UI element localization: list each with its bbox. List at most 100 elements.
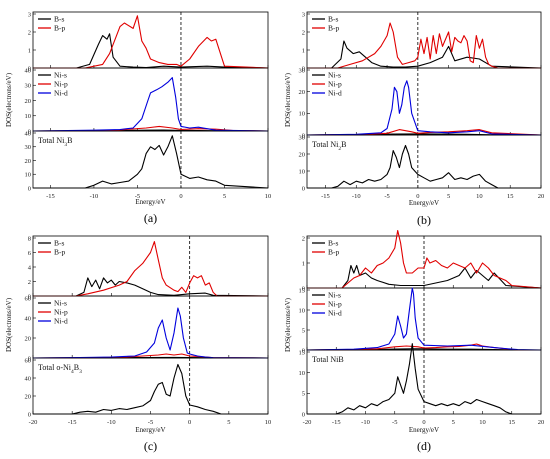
x-tick-label: -20: [29, 419, 38, 426]
y-tick-label: 2: [28, 279, 31, 286]
y-tick-label: 0: [302, 285, 305, 292]
y-tick-label: 10: [299, 111, 306, 118]
x-tick-label: 10: [476, 193, 483, 200]
legend-label: B-s: [328, 15, 339, 24]
x-tick-label: 5: [223, 193, 226, 200]
x-tick-label: 10: [265, 193, 272, 200]
y-tick-label: 0: [28, 185, 31, 192]
legend-label: Ni-s: [54, 299, 67, 308]
legend-label: Ni-p: [54, 80, 68, 89]
x-tick-label: -5: [392, 419, 397, 426]
label-part: 4: [71, 369, 74, 375]
y-tick-label: 10: [299, 307, 306, 314]
series-line-ni-d: [32, 307, 269, 359]
panel-1: 0 10 20 30 40 Ni-sNi-pNi-d: [25, 67, 269, 135]
x-tick-label: -10: [107, 419, 116, 426]
y-axis-label: DOS(electrons/eV): [5, 72, 13, 127]
series-line-total-o-ni4b3: [33, 363, 268, 415]
x-tick-label: -5: [135, 193, 140, 200]
series-line-b-s: [33, 33, 269, 69]
x-tick-label: -10: [90, 193, 99, 200]
series-line-b-p: [33, 241, 268, 297]
legend-label: B-p: [328, 24, 340, 33]
y-tick-label: 2: [302, 235, 305, 242]
total-dos-label: Total Ni2B: [312, 140, 346, 152]
legend-label: Ni-p: [328, 80, 342, 89]
x-tick-label: 10: [479, 419, 486, 426]
panel-caption: (b): [417, 213, 431, 227]
panel-caption: (a): [144, 211, 157, 225]
panel-2: 0 5 10 15 Total NiB: [299, 343, 542, 418]
series-line-ni-p: [306, 129, 542, 136]
y-tick-label: 3: [28, 11, 31, 18]
y-tick-label: 0: [302, 65, 305, 72]
y-tick-label: 30: [25, 83, 32, 90]
panel-frame: [32, 235, 269, 297]
x-tick-label: 5: [447, 193, 450, 200]
panel-1: 0 10 20 30 Ni-sNi-pNi-d: [299, 67, 542, 139]
legend-label: Ni-d: [328, 309, 342, 318]
panel-frame: [32, 67, 269, 132]
legend-label: B-s: [54, 239, 65, 248]
y-tick-label: 3: [302, 11, 305, 18]
x-tick-label: -15: [68, 419, 77, 426]
x-tick-label: 10: [265, 419, 272, 426]
x-tick-label: 15: [509, 419, 516, 426]
y-tick-label: 30: [25, 144, 32, 151]
legend-label: B-s: [54, 15, 65, 24]
y-tick-label: 0: [302, 185, 305, 192]
y-tick-label: 1: [302, 260, 305, 267]
x-tick-label: 0: [179, 193, 182, 200]
label-part: 3: [64, 142, 67, 148]
label-part: 3: [79, 369, 82, 375]
series-line-total-ni2b: [307, 144, 541, 189]
total-dos-label: Total o-Ni4B3: [38, 363, 82, 375]
y-tick-label: 0: [302, 132, 305, 139]
panel-frame: [306, 134, 542, 189]
y-tick-label: 20: [25, 158, 32, 165]
y-tick-label: 0: [28, 411, 31, 418]
x-tick-label: -15: [332, 419, 341, 426]
series-line-b-p: [33, 15, 269, 69]
legend-label: B-p: [328, 248, 340, 257]
y-tick-label: 20: [299, 89, 306, 96]
x-tick-label: -15: [46, 193, 55, 200]
x-tick-label: 0: [416, 193, 419, 200]
x-axis-label: Energy/eV: [135, 426, 165, 434]
label-part: B: [67, 136, 72, 145]
legend-label: Ni-d: [54, 89, 68, 98]
y-tick-label: 5: [302, 391, 305, 398]
legend-label: B-s: [328, 239, 339, 248]
x-tick-label: -5: [384, 193, 389, 200]
y-tick-label: 15: [299, 349, 306, 356]
y-tick-label: 0: [28, 355, 31, 362]
y-tick-label: 8: [28, 235, 31, 242]
x-tick-label: -10: [352, 193, 361, 200]
panel-frame: [306, 11, 542, 69]
y-tick-label: 0: [28, 65, 31, 72]
series-line-total-nib: [307, 343, 541, 415]
y-tick-label: 2: [302, 29, 305, 36]
series-line-b-p: [307, 229, 542, 289]
series-line-b-s: [307, 40, 542, 69]
y-tick-label: 1: [28, 47, 31, 54]
y-axis-label: DOS(electrons/eV): [284, 297, 292, 352]
y-tick-label: 40: [25, 130, 32, 137]
y-tick-label: 20: [25, 98, 32, 105]
y-tick-label: 10: [25, 113, 32, 120]
legend-label: B-p: [54, 24, 66, 33]
x-tick-label: 15: [507, 193, 514, 200]
legend-label: Ni-s: [54, 71, 67, 80]
chart-3: 0 1 2 B-sB-p 0 5 10 15 Ni-sNi-pNi-d 0 5 10 15 Total N…: [284, 229, 544, 453]
total-dos-label: Total Ni3B: [38, 136, 72, 148]
legend-label: B-p: [54, 248, 66, 257]
y-tick-label: 30: [299, 67, 306, 74]
panel-caption: (c): [144, 439, 157, 453]
x-tick-label: -10: [361, 419, 370, 426]
